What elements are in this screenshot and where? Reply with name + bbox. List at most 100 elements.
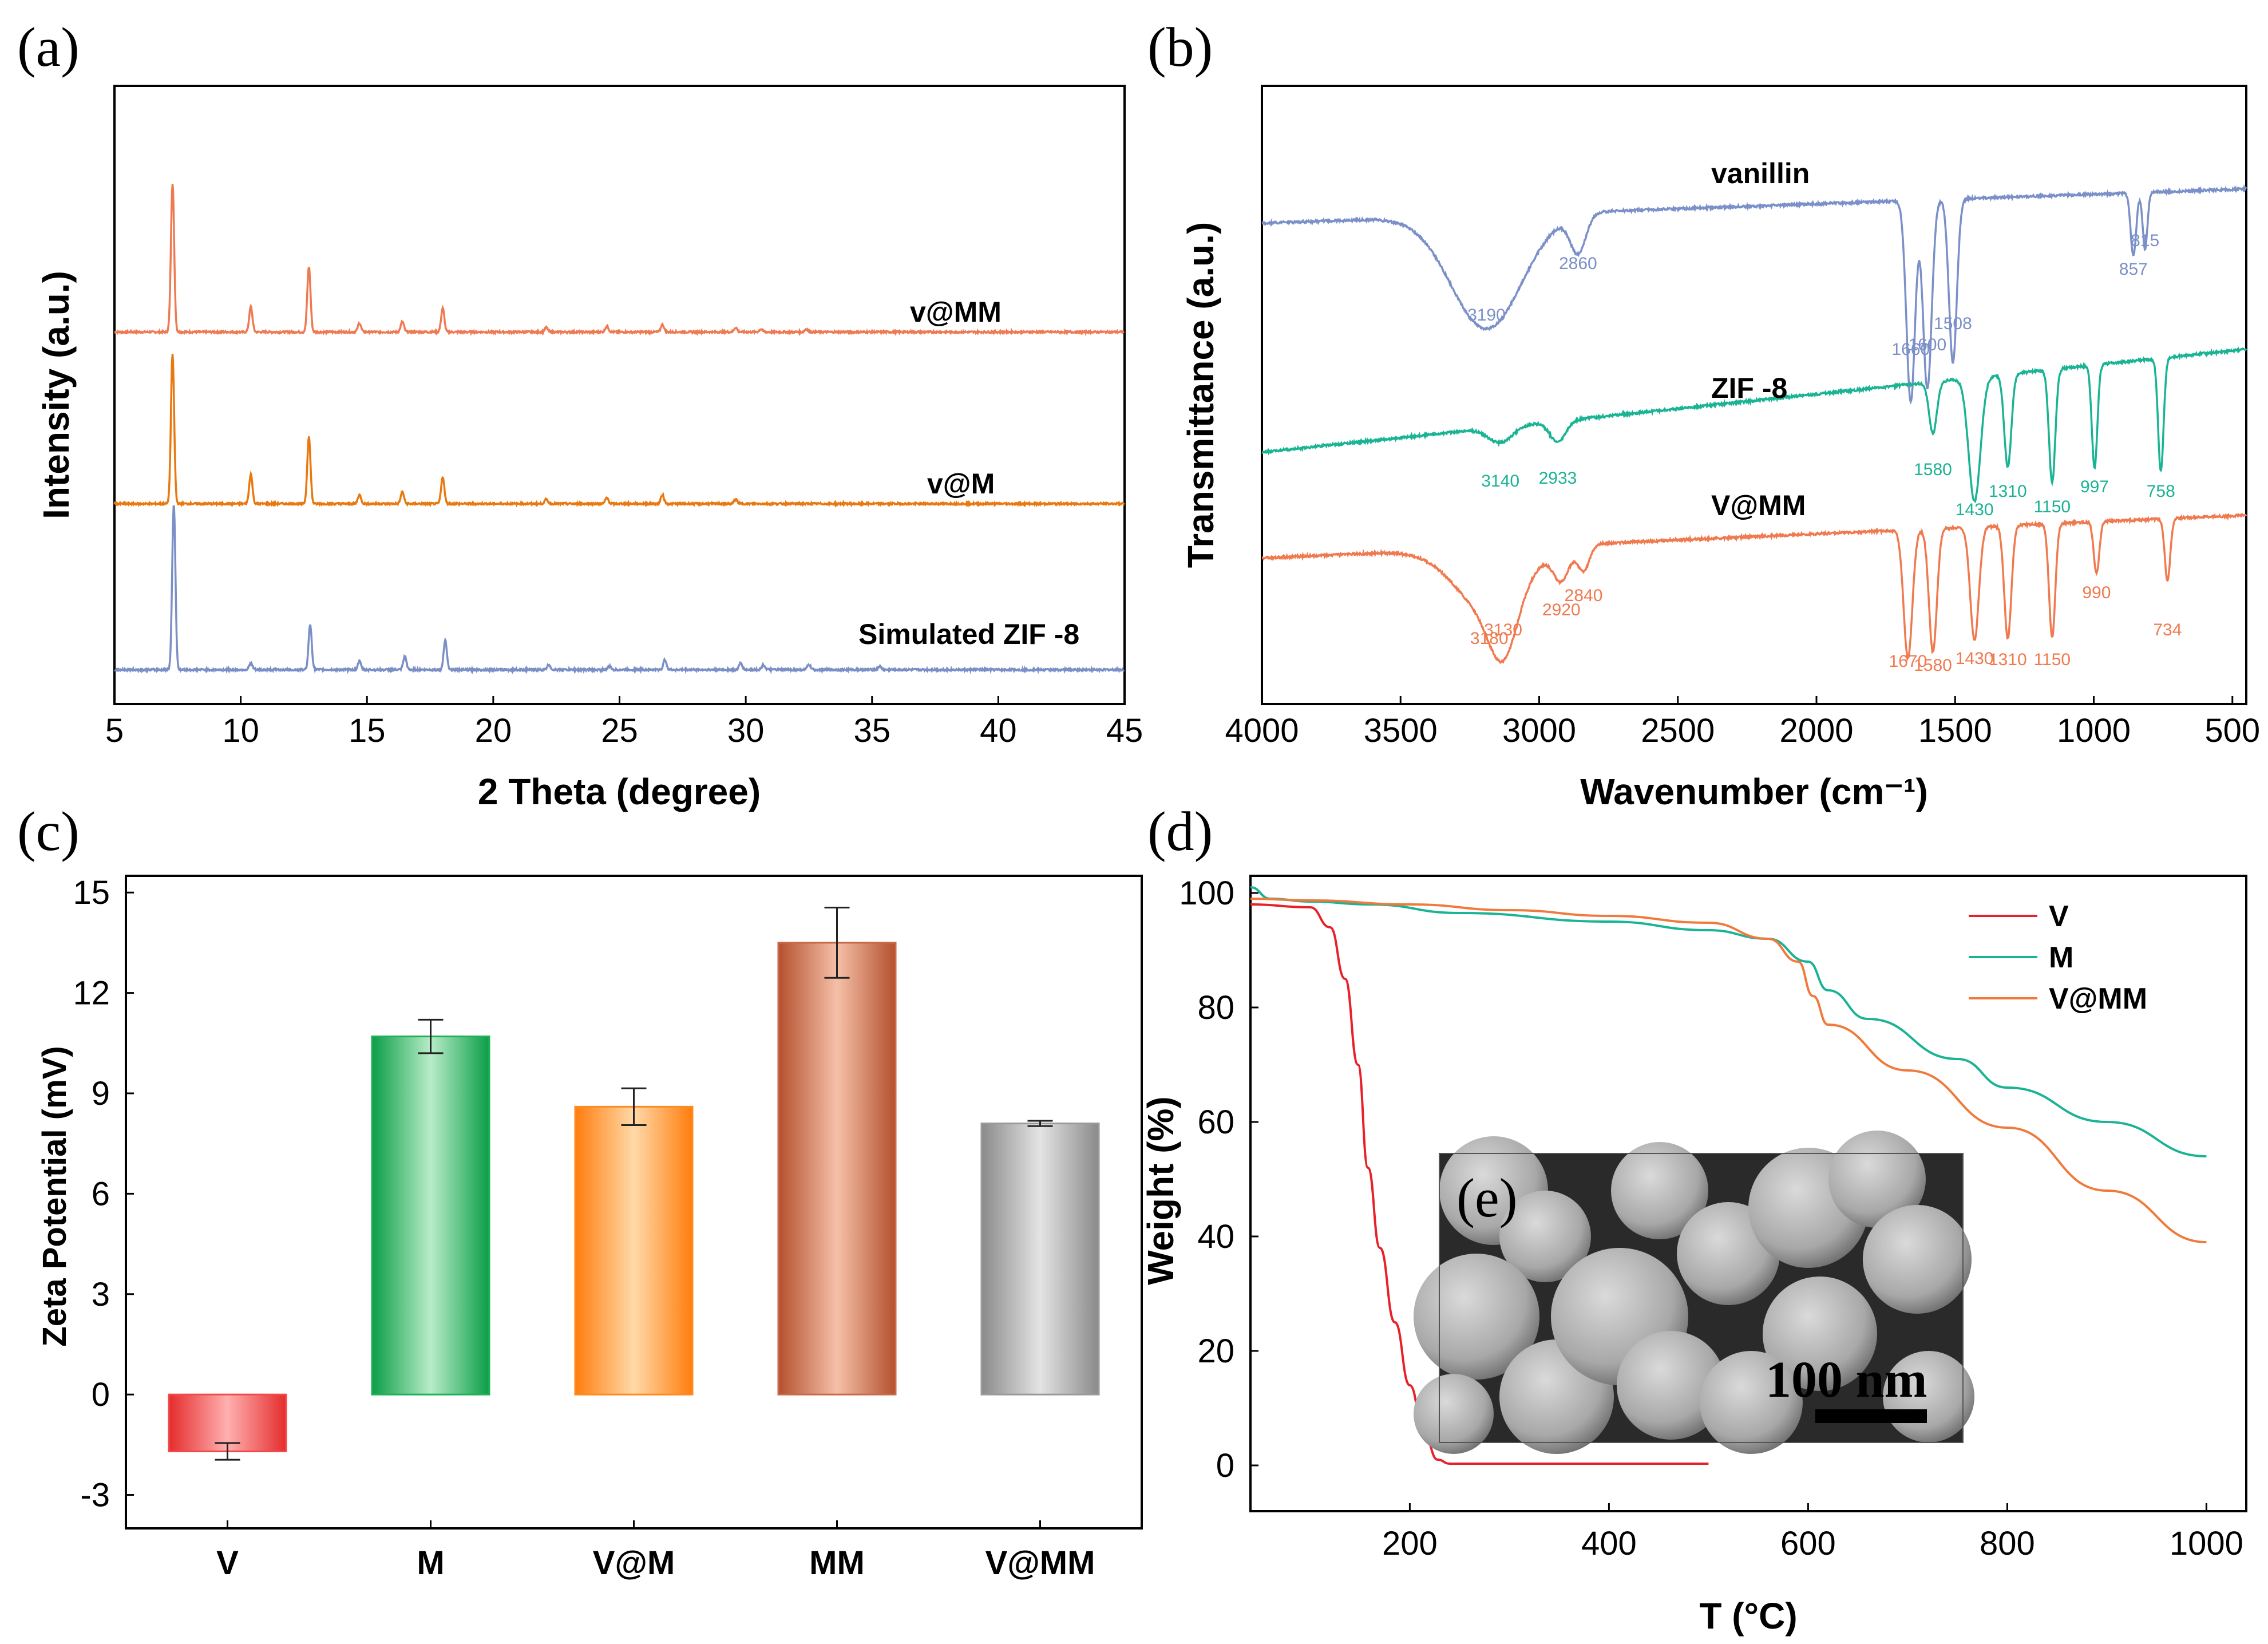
- d-legend-label: M: [2049, 941, 2073, 974]
- b-band-label: 3180: [1470, 629, 1509, 648]
- panel-d-letter: (d): [1147, 801, 1213, 863]
- a-xtick-label: 40: [980, 712, 1017, 749]
- b-band-label: 1670: [1889, 652, 1927, 671]
- b-band-label: 1430: [1956, 649, 1994, 668]
- c-ytick-label: 3: [92, 1276, 110, 1313]
- d-ytick-label: 0: [1216, 1447, 1234, 1484]
- c-category-label: V@MM: [985, 1544, 1095, 1582]
- scale-bar: [1815, 1409, 1927, 1423]
- b-band-label: 3130: [1484, 621, 1522, 639]
- panel-a-xrd: (a) 5 10 15 20 25 30 35 40 45 v@MM v@M Simulated…: [17, 17, 1143, 812]
- b-xtick-label: 500: [2204, 712, 2260, 749]
- c-ytick-label: 6: [92, 1175, 110, 1212]
- a-series-label-simulated: Simulated ZIF -8: [858, 618, 1079, 650]
- b-band-label: 1310: [1989, 482, 2027, 501]
- b-band-label: 1508: [1934, 314, 1972, 333]
- b-band-label: 2840: [1565, 586, 1603, 605]
- b-series-line-2: [1261, 512, 2247, 664]
- b-xtick-label: 2000: [1779, 712, 1853, 749]
- scale-bar-label: 100 nm: [1766, 1351, 1927, 1408]
- d-ytick-label: 20: [1197, 1333, 1234, 1370]
- b-xtick-label: 2500: [1641, 712, 1715, 749]
- panel-a-frame: [113, 85, 1126, 705]
- a-series-line-1: [113, 354, 1125, 508]
- d-series-line-0: [1250, 903, 1709, 1465]
- b-ylabel: Transmittance (a.u.): [1180, 222, 1221, 568]
- b-band-label: 2933: [1539, 469, 1577, 488]
- b-band-label: 2860: [1559, 254, 1597, 273]
- d-ytick-label: 40: [1197, 1218, 1234, 1255]
- c-ylabel: Zeta Potential (mV): [36, 1046, 73, 1346]
- c-category-label: MM: [809, 1544, 865, 1582]
- b-band-label: 997: [2080, 477, 2109, 496]
- b-band-label: 3140: [1481, 472, 1519, 491]
- d-xtick-label: 600: [1780, 1525, 1836, 1562]
- sem-particles: [1414, 1131, 1974, 1454]
- d-series-line-2: [1250, 898, 2207, 1243]
- d-xtick-label: 400: [1581, 1525, 1637, 1562]
- b-series-line-0: [1261, 184, 2247, 405]
- b-band-label: 1580: [1914, 656, 1952, 675]
- b-series-label-vanillin: vanillin: [1711, 157, 1810, 189]
- c-category-label: M: [417, 1544, 444, 1582]
- d-xtick-label: 800: [1980, 1525, 2035, 1562]
- a-xlabel: 2 Theta (degree): [478, 771, 761, 812]
- b-band-label: 1660: [1891, 340, 1930, 359]
- b-xlabel: Wavenumber (cm⁻¹): [1580, 771, 1928, 812]
- b-band-label: 1580: [1914, 460, 1952, 479]
- c-ytick-label: 0: [92, 1376, 110, 1413]
- c-bar: [168, 1393, 287, 1453]
- b-series-label-vmm: V@MM: [1711, 489, 1806, 521]
- inset-label: (e): [1456, 1167, 1518, 1228]
- a-xtick-label: 25: [601, 712, 638, 749]
- c-bar: [574, 1105, 694, 1396]
- b-band-label: 1430: [1956, 500, 1994, 519]
- panel-a-letter: (a): [17, 17, 80, 78]
- c-ytick-label: 9: [92, 1075, 110, 1112]
- c-category-label: V@M: [593, 1544, 675, 1582]
- a-xtick-label: 15: [349, 712, 386, 749]
- d-series-line-1: [1250, 886, 2207, 1157]
- b-xtick-label: 3000: [1502, 712, 1576, 749]
- c-ytick-label: 15: [73, 874, 110, 911]
- b-series-line-1: [1261, 346, 2247, 504]
- panel-b-frame: [1261, 85, 2247, 705]
- panel-c-zeta: (c) -3 0 3 6 9 12 15 V M V@M MM V@MM Zeta Potentia…: [17, 801, 1143, 1582]
- a-series-line-2: [114, 505, 1125, 675]
- b-band-label: 990: [2082, 583, 2111, 602]
- b-band-label: 1600: [1908, 335, 1946, 354]
- a-series-label-vmm: v@MM: [910, 296, 1002, 328]
- b-band-label: 758: [2147, 482, 2175, 501]
- d-legend: VM V@MM: [1969, 900, 2147, 1015]
- b-band-label: 1310: [1989, 650, 2027, 669]
- panel-d-frame: [1249, 875, 2247, 1512]
- b-series-label-zif8: ZIF -8: [1711, 372, 1787, 404]
- d-xtick-label: 1000: [2170, 1525, 2243, 1562]
- d-ylabel: Weight (%): [1140, 1096, 1181, 1285]
- c-ytick-label: 12: [73, 975, 110, 1012]
- b-band-label: 1150: [2034, 650, 2071, 669]
- c-bar: [371, 1036, 490, 1396]
- a-xtick-label: 5: [105, 712, 124, 749]
- d-ytick-label: 80: [1197, 989, 1234, 1026]
- b-xtick-label: 1000: [2057, 712, 2131, 749]
- a-series-label-vm: v@M: [927, 468, 995, 500]
- a-xtick-label: 30: [727, 712, 765, 749]
- b-band-label: 734: [2153, 621, 2182, 639]
- c-bar: [980, 1123, 1100, 1396]
- c-category-label: V: [216, 1544, 239, 1582]
- c-ytick-label: -3: [80, 1477, 110, 1514]
- b-xtick-label: 3500: [1364, 712, 1438, 749]
- d-ytick-label: 60: [1197, 1104, 1234, 1141]
- panel-b-letter: (b): [1147, 17, 1213, 78]
- d-legend-label: V: [2049, 900, 2069, 933]
- a-xtick-label: 20: [475, 712, 512, 749]
- a-series-line-0: [114, 184, 1125, 337]
- b-band-label: 2920: [1542, 600, 1581, 619]
- a-ylabel: Intensity (a.u.): [35, 271, 77, 519]
- a-xtick-label: 35: [853, 712, 890, 749]
- b-band-label: 3190: [1467, 306, 1506, 325]
- a-xtick-label: 45: [1106, 712, 1143, 749]
- sem-inset: (e) 100 nm: [1414, 1131, 1974, 1454]
